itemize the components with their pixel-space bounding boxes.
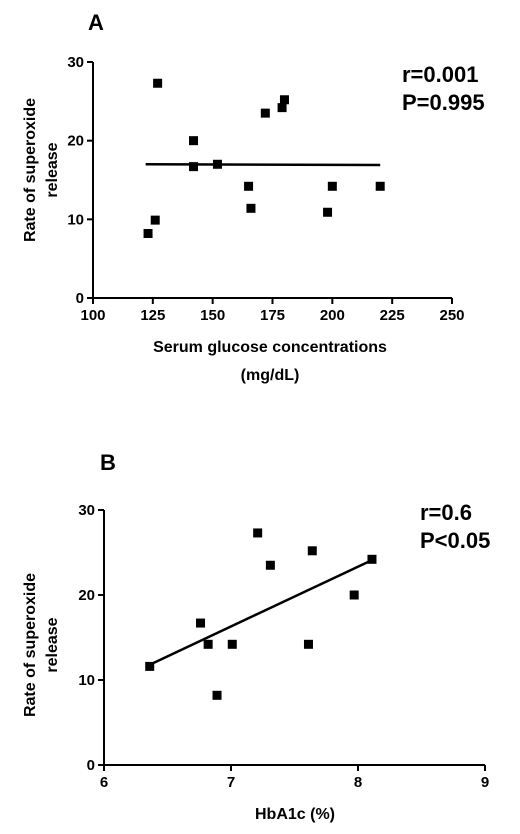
y-tick-label: 30 (78, 502, 95, 519)
data-point (277, 103, 287, 113)
x-tick-label: 6 (100, 774, 108, 791)
data-point (189, 136, 199, 146)
x-tick-label: 9 (481, 774, 489, 791)
data-point (260, 108, 270, 118)
x-tick-label: 200 (320, 307, 345, 324)
y-axis-label: Rate of superoxide (22, 98, 39, 242)
data-point (265, 560, 275, 570)
data-point (227, 639, 237, 649)
data-point (279, 95, 289, 105)
chart-panel-B: B 6 7 8 9 0 10 20 30 HbA1c (%) Rate of superoxide r… (22, 450, 490, 823)
data-point (349, 590, 359, 600)
data-point (196, 618, 206, 628)
x-tick-label: 125 (140, 307, 165, 324)
x-tick-label: 250 (439, 307, 464, 324)
data-point (327, 181, 337, 191)
x-tick-label: 225 (380, 307, 405, 324)
y-tick-label: 10 (67, 211, 84, 228)
regression-line (149, 559, 373, 666)
x-tick-label: 8 (354, 774, 362, 791)
stat-annotation: P=0.995 (402, 90, 485, 115)
data-point (150, 215, 160, 225)
panel-label: B (100, 450, 116, 475)
data-point (253, 528, 263, 538)
y-tick-label: 20 (67, 133, 84, 150)
x-tick-label: 7 (227, 774, 235, 791)
x-axis-label: HbA1c (%) (255, 806, 335, 823)
y-tick-label: 20 (78, 587, 95, 604)
data-point (143, 228, 153, 238)
data-point (189, 162, 199, 172)
data-point (375, 181, 385, 191)
x-tick-label: 100 (80, 307, 105, 324)
stat-annotation: r=0.6 (420, 500, 472, 525)
y-tick-label: 0 (87, 757, 95, 774)
data-point (212, 690, 222, 700)
data-point (145, 661, 155, 671)
x-axis-label: (mg/dL) (241, 367, 300, 384)
data-point (323, 207, 333, 217)
data-point (246, 203, 256, 213)
chart-panel-A: A 100 125 150 175 200 225 250 0 10 20 30 Serum gluco… (22, 10, 485, 384)
y-tick-label: 30 (67, 54, 84, 71)
data-point (153, 78, 163, 88)
y-tick-label: 0 (76, 290, 84, 307)
data-point (244, 181, 254, 191)
y-axis-label: release (44, 142, 61, 197)
x-axis-label: Serum glucose concentrations (153, 339, 387, 356)
data-point (307, 546, 317, 556)
regression-line (145, 163, 381, 167)
data-point (367, 554, 377, 564)
stat-annotation: P<0.05 (420, 528, 490, 553)
data-point (303, 639, 313, 649)
panel-label: A (88, 10, 104, 35)
data-point (212, 159, 222, 169)
x-tick-label: 175 (260, 307, 285, 324)
y-tick-label: 10 (78, 672, 95, 689)
y-axis-label: Rate of superoxide (22, 573, 39, 717)
data-point (203, 639, 213, 649)
stat-annotation: r=0.001 (402, 62, 478, 87)
y-axis-label: release (44, 617, 61, 672)
x-tick-label: 150 (200, 307, 225, 324)
